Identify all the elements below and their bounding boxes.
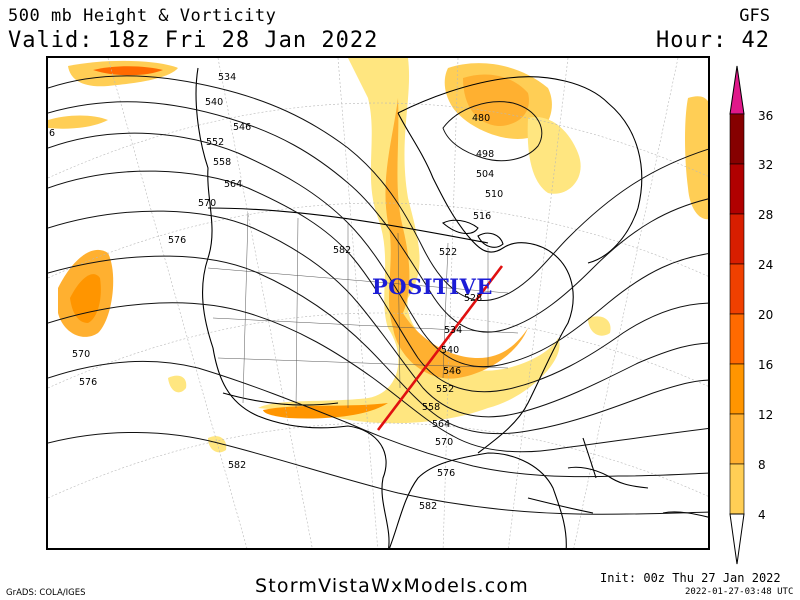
colorbar-tick: 16 bbox=[758, 358, 774, 372]
contour-label: 558 bbox=[213, 157, 231, 168]
colorbar-bin bbox=[729, 413, 745, 465]
contour-label: 540 bbox=[441, 345, 459, 356]
map-title: 500 mb Height & Vorticity bbox=[8, 6, 277, 26]
contour-label: 504 bbox=[476, 169, 494, 180]
colorbar-tick: 32 bbox=[758, 158, 774, 172]
height-contours bbox=[48, 75, 708, 515]
contour-label: 546 bbox=[443, 366, 461, 377]
colorbar-bin bbox=[729, 163, 745, 215]
colorbar-bin bbox=[729, 313, 745, 365]
colorbar-top-arrow bbox=[729, 65, 745, 115]
colorbar-bin bbox=[729, 113, 745, 165]
contour-label: 480 bbox=[472, 113, 490, 124]
contour-label: 558 bbox=[422, 402, 440, 413]
colorbar-bin bbox=[729, 263, 745, 315]
contour-label: 552 bbox=[436, 384, 454, 395]
colorbar-bin bbox=[729, 463, 745, 515]
contour-label: 540 bbox=[205, 97, 223, 108]
contour-label: 510 bbox=[485, 189, 503, 200]
contour-label: 570 bbox=[198, 198, 216, 209]
contour-label: 534 bbox=[444, 325, 462, 336]
vorticity-colorbar bbox=[729, 65, 745, 565]
contour-label: 552 bbox=[206, 137, 224, 148]
colorbar-tick: 24 bbox=[758, 258, 774, 272]
map-canvas: 534 540 546 552 558 564 570 576 582 480 … bbox=[48, 58, 708, 548]
contour-labels: 534 540 546 552 558 564 570 576 582 480 … bbox=[49, 72, 503, 512]
colorbar-tick: 36 bbox=[758, 109, 774, 123]
colorbar-tick: 4 bbox=[758, 508, 766, 522]
contour-label: 570 bbox=[72, 349, 90, 360]
contour-label: 6 bbox=[49, 128, 55, 139]
colorbar-bins bbox=[729, 113, 745, 515]
site-watermark: StormVistaWxModels.com bbox=[255, 575, 529, 597]
state-lines bbox=[207, 212, 519, 409]
contour-label: 576 bbox=[168, 235, 186, 246]
grads-credit: GrADS: COLA/IGES bbox=[6, 588, 86, 598]
valid-time: Valid: 18z Fri 28 Jan 2022 bbox=[8, 28, 379, 53]
contour-label: 570 bbox=[435, 437, 453, 448]
contour-label: 582 bbox=[333, 245, 351, 256]
generated-timestamp: 2022-01-27-03:48 UTC bbox=[685, 587, 794, 597]
contour-label: 576 bbox=[437, 468, 455, 479]
positive-tilt-label: POSITIVE bbox=[372, 274, 493, 299]
colorbar-tick: 12 bbox=[758, 408, 774, 422]
contour-label: 516 bbox=[473, 211, 491, 222]
contour-label: 564 bbox=[224, 179, 242, 190]
contour-label: 528 bbox=[464, 293, 482, 304]
vorticity-shading bbox=[48, 58, 708, 453]
colorbar-bottom-arrow bbox=[729, 513, 745, 565]
contour-label: 522 bbox=[439, 247, 457, 258]
contour-label: 546 bbox=[233, 122, 251, 133]
colorbar-tick: 20 bbox=[758, 308, 774, 322]
contour-label: 534 bbox=[218, 72, 236, 83]
colorbar-bin bbox=[729, 363, 745, 415]
model-name: GFS bbox=[739, 6, 770, 26]
contour-label: 498 bbox=[476, 149, 494, 160]
colorbar-bin bbox=[729, 213, 745, 265]
colorbar-tick: 28 bbox=[758, 208, 774, 222]
trough-axis-line bbox=[376, 265, 504, 431]
contour-label: 582 bbox=[419, 501, 437, 512]
init-time: Init: 00z Thu 27 Jan 2022 bbox=[600, 571, 781, 585]
contour-label: 582 bbox=[228, 460, 246, 471]
colorbar-tick: 8 bbox=[758, 458, 766, 472]
coastlines-borders bbox=[195, 67, 708, 548]
contour-label: 576 bbox=[79, 377, 97, 388]
contour-label: 564 bbox=[432, 419, 450, 430]
forecast-hour: Hour: 42 bbox=[656, 28, 770, 53]
vorticity-map: 534 540 546 552 558 564 570 576 582 480 … bbox=[46, 56, 710, 550]
